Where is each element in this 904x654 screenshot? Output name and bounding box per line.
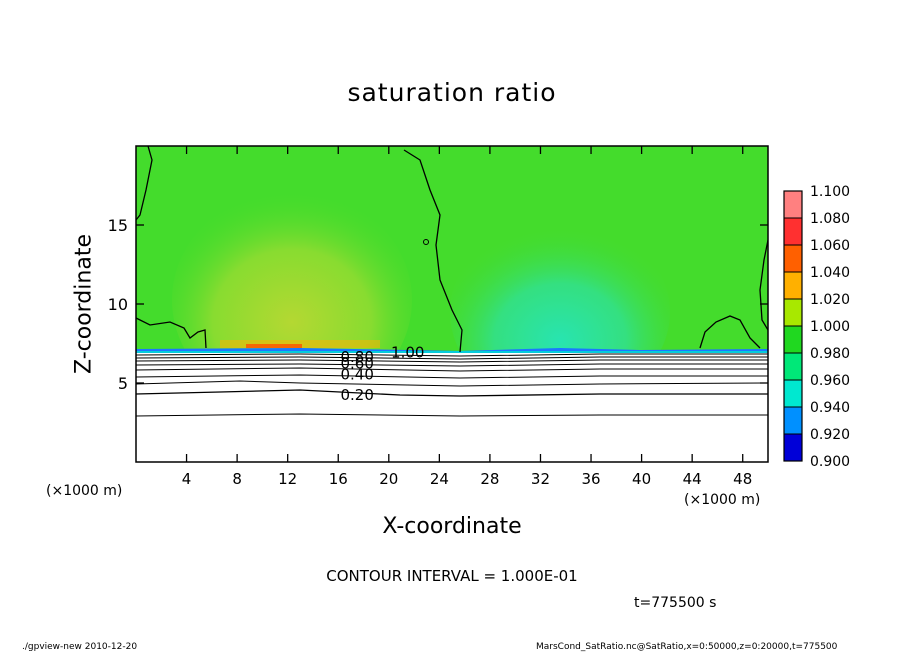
colorbar-tick-label: 1.020 [810, 292, 850, 308]
x-tick-label: 8 [232, 470, 242, 488]
colorbar-tick-label: 0.980 [810, 346, 850, 362]
footer-left: ./gpview-new 2010-12-20 [22, 642, 138, 652]
colorbar-tick-label: 0.900 [810, 454, 850, 470]
contour-line-1.00 [136, 146, 768, 353]
colorbar-tick-label: 0.940 [810, 400, 850, 416]
x-unit-left: (×1000 m) [46, 483, 123, 499]
x-tick-label: 40 [632, 470, 651, 488]
supersaturated-peak [246, 344, 302, 348]
contour-island [423, 239, 429, 245]
contour-labels: 1.00 0.800.600.40 0.20 [340, 343, 424, 404]
x-ticks: 4 8 12 16 20 24 28 32 36 40 44 48 [182, 146, 752, 488]
colorbar-tick-label: 1.100 [810, 184, 850, 200]
contour-line-0.20 [136, 389, 768, 397]
y-tick-label: 5 [118, 374, 128, 393]
x-tick-label: 20 [379, 470, 398, 488]
contour-label: 0.80 [340, 348, 373, 366]
y-ticks: 5 10 15 [108, 216, 768, 393]
x-tick-label: 16 [329, 470, 348, 488]
x-tick-label: 36 [581, 470, 600, 488]
colorbar-swatch [784, 434, 802, 461]
footer-right: MarsCond_SatRatio.nc@SatRatio,x=0:50000,… [536, 642, 838, 652]
contour-line [136, 356, 768, 360]
colorbar-swatch [784, 218, 802, 245]
x-tick-label: 44 [683, 470, 702, 488]
contour-line [136, 353, 768, 357]
contour-interval: CONTOUR INTERVAL = 1.000E-01 [326, 567, 578, 585]
colorbar-tick-label: 1.080 [810, 211, 850, 227]
x-tick-label: 32 [531, 470, 550, 488]
x-tick-label: 48 [733, 470, 752, 488]
x-unit-right: (×1000 m) [684, 492, 761, 508]
colorbar-tick-label: 1.040 [810, 265, 850, 281]
contour-line [136, 363, 768, 367]
contour-line [136, 359, 768, 363]
time-label: t=775500 s [634, 595, 717, 611]
colorbar-tick-label: 0.920 [810, 427, 850, 443]
colorbar-tick-label: 0.960 [810, 373, 850, 389]
colorbar: 1.100 1.080 1.060 1.040 1.020 1.000 0.980 0.960… [783, 184, 850, 470]
x-tick-label: 4 [182, 470, 192, 488]
contour-label: 0.40 [340, 366, 373, 384]
contour-label: 0.20 [340, 386, 373, 404]
colorbar-swatch [784, 272, 802, 299]
colorbar-swatch [784, 245, 802, 272]
contour-line [136, 374, 768, 379]
x-tick-label: 12 [278, 470, 297, 488]
colorbar-tick-label: 1.000 [810, 319, 850, 335]
colorbar-swatch [784, 326, 802, 353]
y-tick-label: 10 [108, 295, 128, 314]
colorbar-swatch [784, 380, 802, 407]
contour-line [136, 413, 768, 417]
colorbar-swatch [784, 191, 802, 218]
x-tick-label: 28 [480, 470, 499, 488]
colorbar-tick-label: 1.060 [810, 238, 850, 254]
chart-title: saturation ratio [347, 78, 557, 107]
x-tick-label: 24 [430, 470, 449, 488]
contour-line [136, 380, 768, 387]
contour-label: 1.00 [391, 343, 424, 361]
y-tick-label: 15 [108, 216, 128, 235]
colorbar-swatch [784, 299, 802, 326]
colorbar-swatch [784, 353, 802, 380]
contour-label: 0.60 [340, 354, 373, 372]
dry-region [136, 352, 768, 462]
x-axis-label: X-coordinate [382, 514, 522, 539]
contour-line [136, 367, 768, 372]
colorbar-swatch [784, 407, 802, 434]
